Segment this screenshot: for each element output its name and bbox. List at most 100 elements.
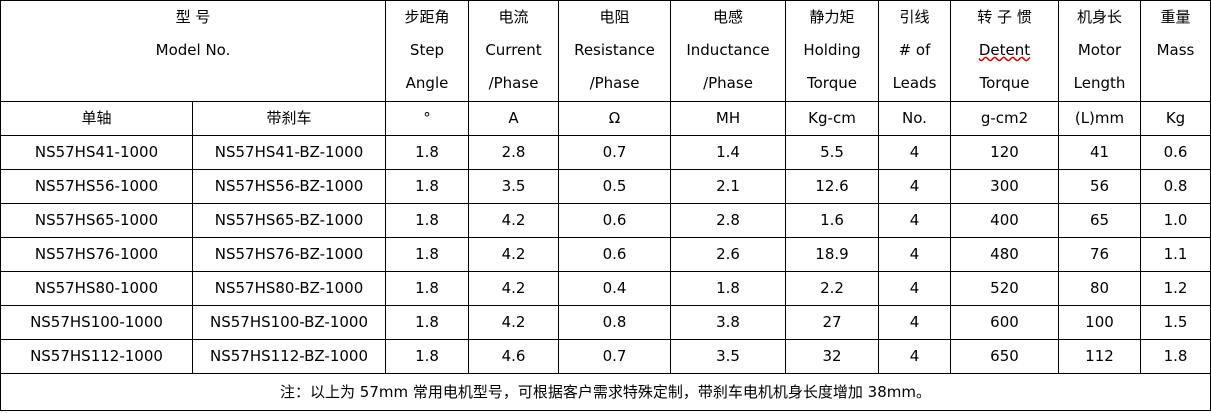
- header-line: 引线: [899, 8, 930, 26]
- header-line: Inductance: [686, 41, 770, 59]
- data-cell: 3.5: [670, 339, 786, 374]
- data-cell: NS57HS41-1000: [0, 135, 193, 170]
- header-line: /Phase: [703, 74, 753, 92]
- note-row: 注：以上为 57mm 常用电机型号，可根据客户需求特殊定制，带刹车电机机身长度增…: [0, 373, 1211, 411]
- data-cell: 4: [878, 339, 951, 374]
- data-cell: 3.8: [670, 305, 786, 340]
- data-cell: 300: [950, 169, 1059, 204]
- unit-cell: 单轴: [0, 101, 193, 136]
- data-cell: 4: [878, 135, 951, 170]
- data-cell: 1.0: [1140, 203, 1211, 238]
- header-line: 转 子 惯: [977, 8, 1032, 26]
- data-cell: 1.2: [1140, 271, 1211, 306]
- header-line: Detent: [978, 41, 1031, 59]
- data-cell: 1.8: [385, 237, 469, 272]
- data-cell: NS57HS80-BZ-1000: [192, 271, 386, 306]
- data-cell: 1.4: [670, 135, 786, 170]
- header-row: 型 号 Model No. 步距角 Step Angle 电流 Current/Phase 电…: [0, 0, 1211, 102]
- data-cell: NS57HS65-1000: [0, 203, 193, 238]
- header-line: 重量: [1160, 8, 1191, 26]
- data-cell: 480: [950, 237, 1059, 272]
- data-cell: 4.2: [468, 271, 559, 306]
- data-cell: 41: [1058, 135, 1141, 170]
- data-cell: 4.2: [468, 237, 559, 272]
- data-cell: 4: [878, 203, 951, 238]
- header-line: Resistance: [574, 41, 655, 59]
- data-cell: 2.1: [670, 169, 786, 204]
- data-cell: 12.6: [785, 169, 879, 204]
- header-cell: 引线 # of Leads: [878, 0, 951, 102]
- data-cell: 400: [950, 203, 1059, 238]
- header-line: 电感: [712, 8, 743, 26]
- data-cell: 4: [878, 271, 951, 306]
- data-cell: 18.9: [785, 237, 879, 272]
- header-cell: 转 子 惯 Detent Torque: [950, 0, 1059, 102]
- note: 注：以上为 57mm 常用电机型号，可根据客户需求特殊定制，带刹车电机机身长度增…: [0, 373, 1211, 411]
- header-cell: 电阻 Resistance/Phase: [558, 0, 671, 102]
- data-cell: NS57HS56-1000: [0, 169, 193, 204]
- header-cell: 电流 Current/Phase: [468, 0, 559, 102]
- header-line: Length: [1073, 74, 1126, 92]
- header-line: Current: [485, 41, 542, 59]
- data-cell: 0.5: [558, 169, 671, 204]
- data-cell: 0.8: [1140, 169, 1211, 204]
- data-cell: 32: [785, 339, 879, 374]
- header-line: # of: [898, 41, 931, 59]
- data-cell: 112: [1058, 339, 1141, 374]
- header-line: Torque: [979, 74, 1030, 92]
- header-line: 电流: [498, 8, 529, 26]
- data-cell: 0.6: [558, 237, 671, 272]
- data-row: NS57HS41-1000 NS57HS41-BZ-1000 1.8 2.8 0.7 1.…: [0, 135, 1211, 170]
- data-cell: 0.8: [558, 305, 671, 340]
- data-cell: 1.8: [385, 135, 469, 170]
- data-cell: 100: [1058, 305, 1141, 340]
- header-line: Mass: [1156, 41, 1195, 59]
- data-cell: 1.8: [385, 305, 469, 340]
- data-cell: 80: [1058, 271, 1141, 306]
- data-row: NS57HS76-1000 NS57HS76-BZ-1000 1.8 4.2 0.6 2.…: [0, 237, 1211, 272]
- data-row: NS57HS56-1000 NS57HS56-BZ-1000 1.8 3.5 0.5 2.…: [0, 169, 1211, 204]
- unit-cell: Kg-cm: [785, 101, 879, 136]
- data-cell: 27: [785, 305, 879, 340]
- unit-cell: A: [468, 101, 559, 136]
- header-line: /Phase: [488, 74, 539, 92]
- header-line: 步距角: [404, 8, 450, 26]
- unit-cell: No.: [878, 101, 951, 136]
- data-cell: 1.8: [385, 271, 469, 306]
- data-cell: 5.5: [785, 135, 879, 170]
- data-cell: 4: [878, 237, 951, 272]
- data-cell: 0.4: [558, 271, 671, 306]
- data-cell: 2.2: [785, 271, 879, 306]
- header-line: Motor: [1077, 41, 1122, 59]
- header-cell: 静力矩 Holding Torque: [785, 0, 879, 102]
- data-cell: 1.8: [385, 203, 469, 238]
- data-cell: 56: [1058, 169, 1141, 204]
- data-cell: NS57HS112-1000: [0, 339, 193, 374]
- data-cell: 4: [878, 169, 951, 204]
- data-cell: 1.8: [385, 169, 469, 204]
- header-line: 机身长: [1076, 8, 1122, 26]
- header-line: Angle: [405, 74, 449, 92]
- data-cell: 120: [950, 135, 1059, 170]
- data-cell: 520: [950, 271, 1059, 306]
- unit-row: 单轴 带刹车 ° A Ω MH Kg-cm No. g-cm2 (L)mm Kg: [0, 101, 1211, 136]
- header-line: 型 号: [175, 8, 211, 26]
- data-cell: 4: [878, 305, 951, 340]
- data-cell: 3.5: [468, 169, 559, 204]
- data-cell: 4.2: [468, 203, 559, 238]
- data-row: NS57HS112-1000 NS57HS112-BZ-1000 1.8 4.6 0.7…: [0, 339, 1211, 374]
- data-row: NS57HS80-1000 NS57HS80-BZ-1000 1.8 4.2 0.4 1.…: [0, 271, 1211, 306]
- data-row: NS57HS100-1000 NS57HS100-BZ-1000 1.8 4.2 0.8…: [0, 305, 1211, 340]
- data-cell: 0.7: [558, 135, 671, 170]
- header-line: /Phase: [589, 74, 640, 92]
- data-cell: NS57HS80-1000: [0, 271, 193, 306]
- header-line: Model No.: [155, 41, 231, 59]
- data-cell: NS57HS100-BZ-1000: [192, 305, 386, 340]
- data-cell: 2.8: [468, 135, 559, 170]
- header-line: 电阻: [599, 8, 630, 26]
- unit-cell: MH: [670, 101, 786, 136]
- header-cell: 重量 Mass: [1140, 0, 1211, 102]
- data-cell: 76: [1058, 237, 1141, 272]
- unit-cell: g-cm2: [950, 101, 1059, 136]
